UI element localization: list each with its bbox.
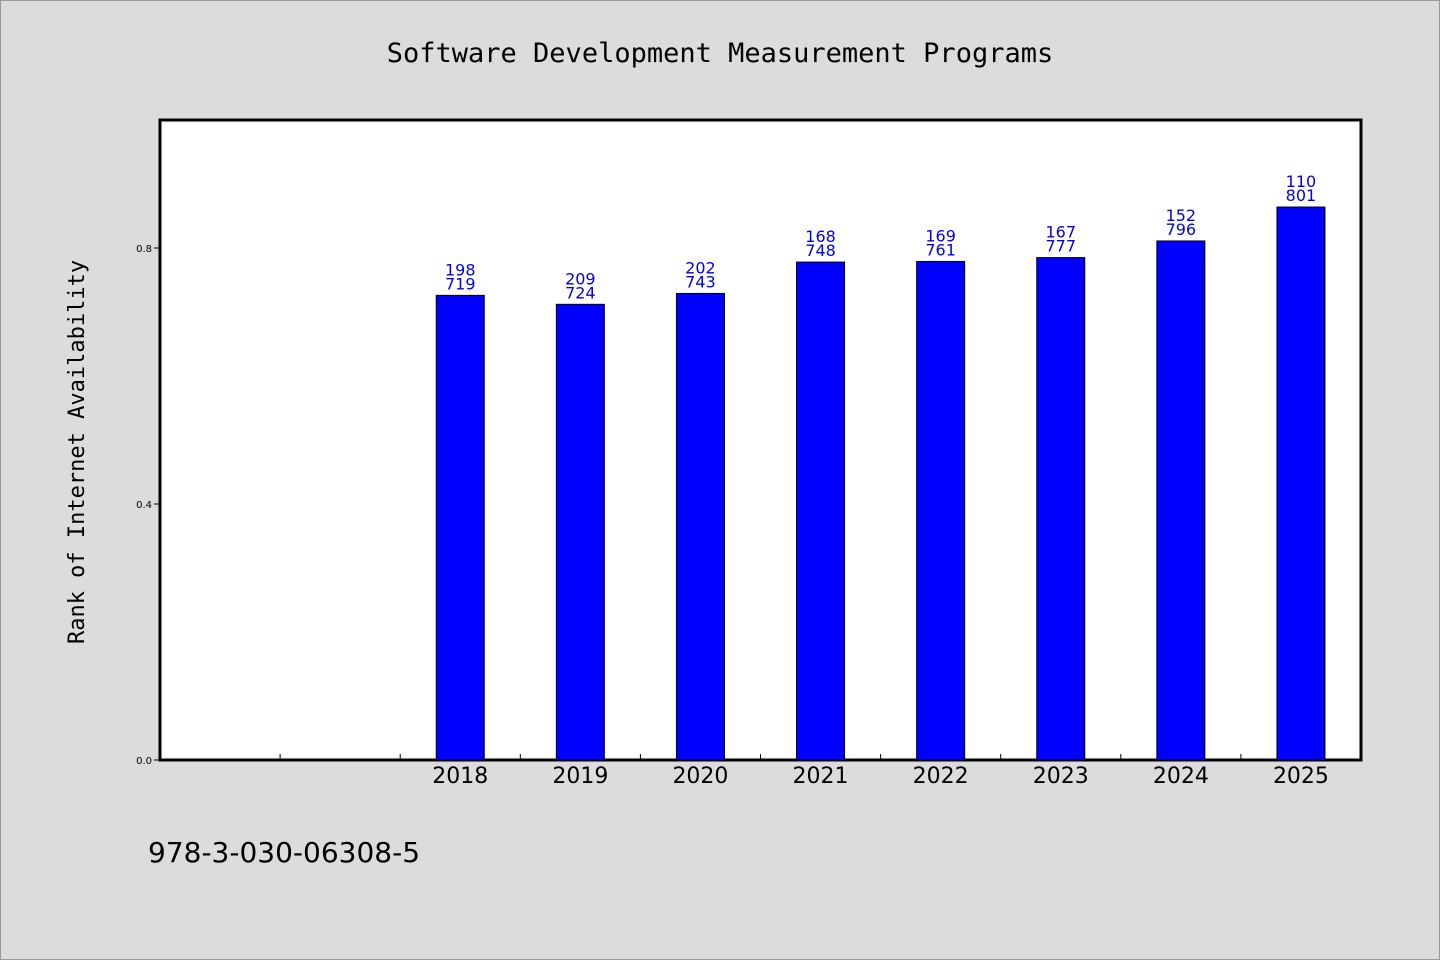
data-label-top: 168 [805, 227, 836, 246]
y-axis-label: Rank of Internet Availability [65, 260, 90, 644]
data-label-top: 209 [565, 269, 596, 288]
bar-2020 [675, 292, 725, 761]
data-label-top: 202 [685, 258, 716, 277]
ticks-layer: 0.0 0.4 0.8 2018 2019 2020 2021 2022 2023 2024 202… [136, 244, 1329, 789]
data-label-bottom: 724 [565, 283, 596, 302]
bars-layer [435, 206, 1326, 761]
x-tick-label: 2018 [432, 764, 488, 789]
y-tick-label: 0.8 [136, 244, 152, 255]
isbn-footer: 978-3-030-06308-5 [148, 836, 420, 869]
y-tick-label: 0.4 [136, 500, 152, 511]
data-label-bottom: 719 [445, 274, 476, 293]
bar-2025 [1276, 206, 1326, 761]
x-tick-label: 2021 [793, 764, 849, 789]
data-label-bottom: 743 [685, 272, 716, 291]
x-tick-label: 2020 [672, 764, 728, 789]
data-label-top: 152 [1166, 206, 1197, 225]
data-label-top: 198 [445, 260, 476, 279]
bar-2021 [796, 261, 846, 761]
y-tick-label: 0.0 [136, 756, 152, 767]
bar-2023 [1036, 257, 1086, 761]
data-label-bottom: 748 [805, 241, 836, 260]
data-label-bottom: 796 [1166, 220, 1197, 239]
bar-2018 [435, 294, 485, 761]
x-tick-label: 2025 [1273, 764, 1329, 789]
data-label-bottom: 761 [925, 240, 956, 259]
bar-2024 [1156, 240, 1206, 761]
data-label-top: 167 [1045, 223, 1076, 242]
x-tick-label: 2023 [1033, 764, 1089, 789]
chart-title: Software Development Measurement Program… [387, 38, 1053, 69]
data-label-top: 110 [1286, 172, 1317, 191]
bar-2019 [555, 303, 605, 761]
bar-2022 [916, 260, 966, 761]
x-tick-label: 2022 [913, 764, 969, 789]
data-label-top: 169 [925, 226, 956, 245]
data-label-bottom: 777 [1045, 237, 1076, 256]
x-tick-label: 2019 [552, 764, 608, 789]
data-label-bottom: 801 [1286, 186, 1317, 205]
x-tick-label: 2024 [1153, 764, 1209, 789]
